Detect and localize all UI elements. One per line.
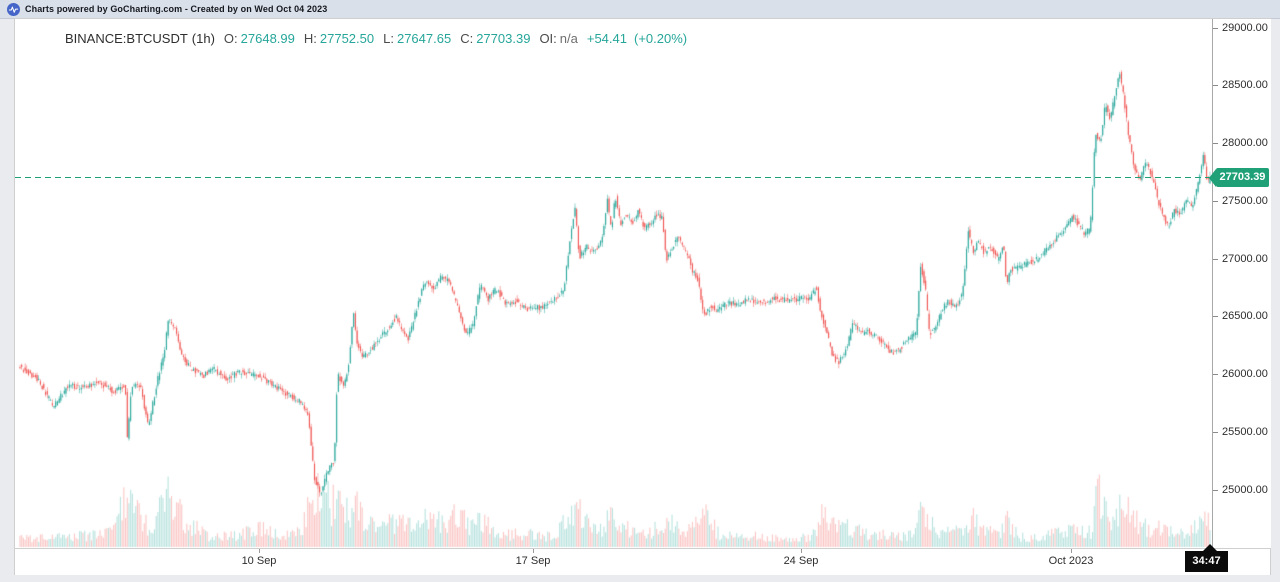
ohlc-field-label: OI: — [539, 31, 557, 46]
gocharting-logo-icon — [7, 2, 20, 16]
branding-text: Charts powered by GoCharting.com - Creat… — [25, 4, 328, 14]
plot-area[interactable] — [15, 19, 1212, 548]
time-tick-label: 10 Sep — [241, 555, 277, 567]
price-tick-label: 29000.00 — [1222, 21, 1268, 34]
price-tick-mark — [1213, 143, 1218, 144]
last-price-line — [15, 177, 1212, 178]
chart-panel: BINANCE:BTCUSDT (1h) O: 27648.99 H: 27752.50 L… — [14, 18, 1271, 575]
price-tick-mark — [1213, 200, 1218, 202]
ohlc-field-label: O: — [223, 31, 238, 46]
ohlc-field-value: 27703.39 — [476, 31, 531, 46]
time-tick-mark — [1071, 549, 1072, 553]
time-tick-label: 24 Sep — [783, 555, 819, 567]
time-tick-mark — [801, 549, 802, 553]
candle-countdown-timer: 34:47 — [1185, 544, 1228, 572]
ohlc-field-value: 27647.65 — [396, 31, 452, 46]
price-tick-label: 27000.00 — [1222, 252, 1268, 265]
price-axis[interactable]: 27703.39 29000.00 28500.00 28000.00 27500.0… — [1209, 19, 1271, 548]
last-price-badge: 27703.39 — [1209, 168, 1269, 187]
ohlc-field-value: n/a — [559, 31, 578, 46]
ohlc-field-label: L: — [383, 31, 394, 46]
price-tick-label: 25500.00 — [1222, 425, 1268, 438]
price-tick-label: 26000.00 — [1222, 368, 1268, 380]
price-tick-label: 26500.00 — [1222, 310, 1268, 323]
ohlc-field-label: C: — [460, 31, 474, 46]
time-tick-label: Oct 2023 — [1048, 555, 1094, 567]
ohlc-field-value: 27752.50 — [319, 31, 375, 46]
time-tick-label: 17 Sep — [515, 555, 551, 567]
price-tick-mark — [1213, 258, 1218, 260]
price-tick-label: 28000.00 — [1222, 137, 1268, 149]
price-tick-mark — [1213, 316, 1218, 318]
price-tick-label: 25000.00 — [1222, 483, 1268, 496]
price-tick-label: 28500.00 — [1222, 79, 1268, 92]
time-tick-mark — [533, 549, 534, 553]
price-tick-mark — [1213, 27, 1218, 29]
change-percent: (+0.20%) — [633, 31, 688, 46]
ohlc-field-value: 27648.99 — [240, 31, 295, 46]
price-tick-mark — [1213, 374, 1218, 375]
price-tick-mark — [1213, 85, 1218, 87]
ohlc-header: BINANCE:BTCUSDT (1h) O: 27648.99 H: 27752.50 L… — [65, 31, 687, 46]
time-tick-mark — [259, 549, 260, 553]
ohlc-fields: O: 27648.99 H: 27752.50 L: 27647.65 C: 27703.39… — [215, 31, 578, 46]
symbol-label: BINANCE:BTCUSDT — [65, 31, 188, 46]
ohlc-field-label: H: — [303, 31, 317, 46]
change-value: +54.41 — [586, 31, 627, 46]
candlestick-canvas[interactable] — [15, 19, 1212, 548]
timeframe-label: (1h) — [191, 31, 215, 46]
branding-bar: Charts powered by GoCharting.com - Creat… — [0, 0, 1280, 19]
price-tick-mark — [1213, 431, 1218, 433]
price-tick-label: 27500.00 — [1222, 194, 1268, 207]
time-axis[interactable]: 10 Sep 17 Sep 24 Sep Oct 2023 — [15, 548, 1270, 575]
price-tick-mark — [1213, 489, 1218, 491]
